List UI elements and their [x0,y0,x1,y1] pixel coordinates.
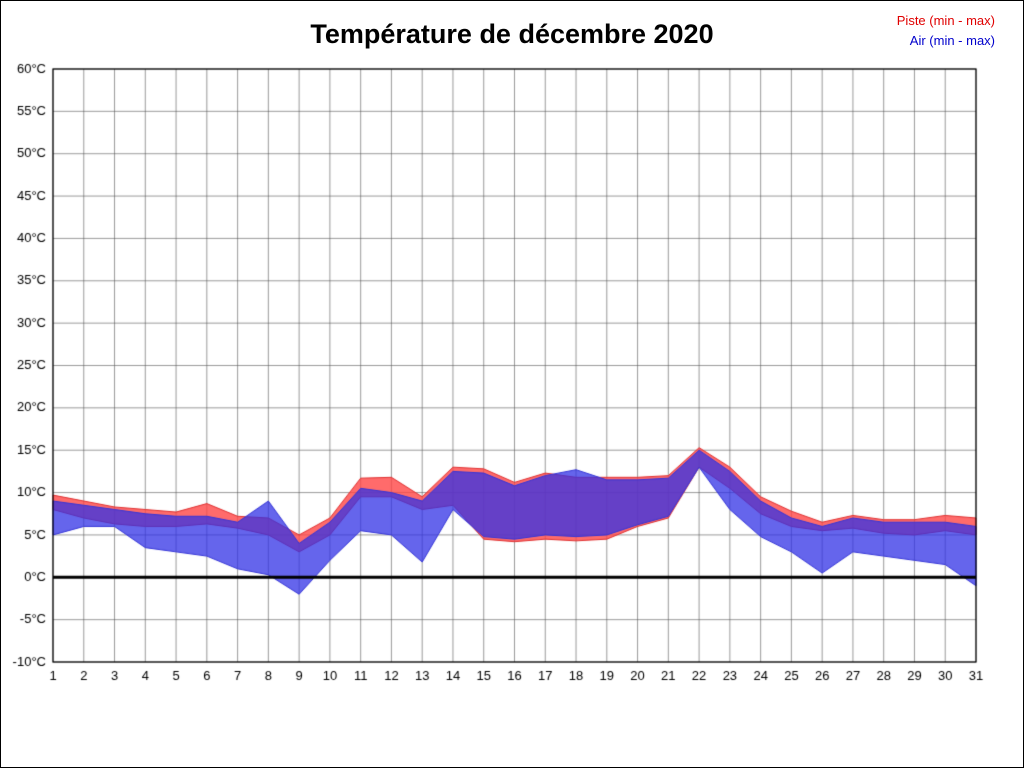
legend-piste-label: Piste (min - max) [896,13,995,28]
chart-legend: Piste (min - max) Air (min - max) [897,11,995,51]
legend-air-label: Air (min - max) [909,33,995,48]
chart-title: Température de décembre 2020 [310,19,714,49]
